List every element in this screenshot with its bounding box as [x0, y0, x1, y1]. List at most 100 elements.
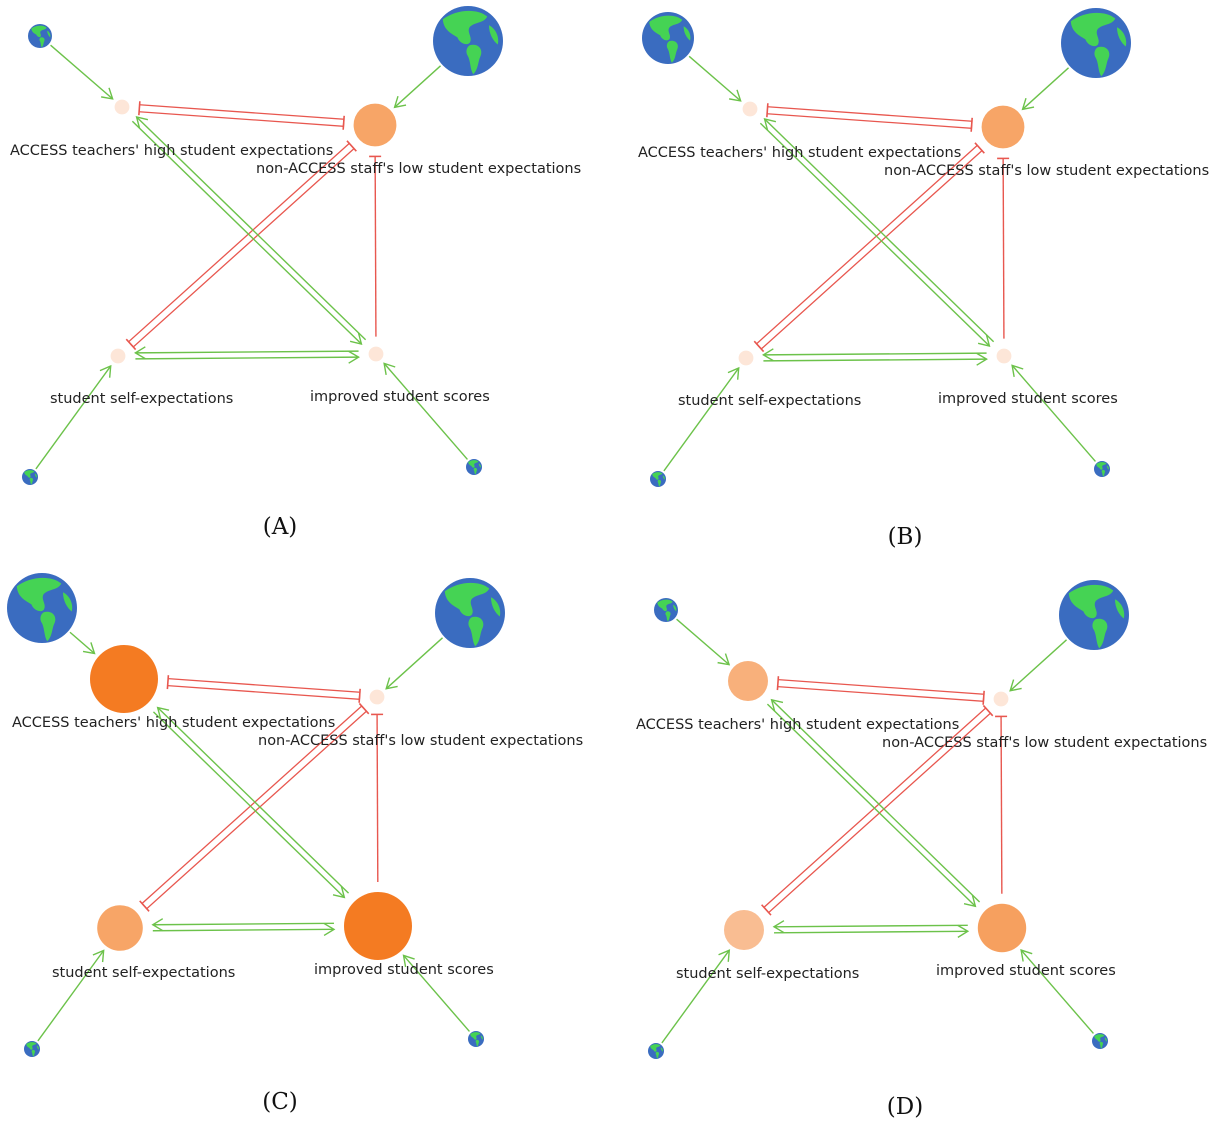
edges-layer: [139, 675, 384, 937]
label-scores: improved student scores: [314, 962, 494, 978]
edge-line: [157, 707, 350, 894]
node-nonaccess: [353, 103, 397, 147]
arrowhead: [156, 706, 170, 719]
arrowhead: [101, 87, 114, 100]
edge-line: [661, 949, 730, 1044]
globe-icon: [1092, 1033, 1108, 1049]
nodes-layer: [738, 101, 1025, 366]
edge-self-scores: [134, 346, 360, 364]
globe-land: [26, 1042, 39, 1057]
label-scores: improved student scores: [310, 389, 490, 405]
edge-line: [135, 350, 359, 354]
inhibit-bar: [166, 675, 170, 690]
inhibit-bar: [970, 117, 973, 132]
edge-scores-nonaccess: [995, 715, 1008, 894]
edge-line: [376, 714, 379, 883]
edge-access-nonaccess: [776, 676, 985, 705]
panel-caption: (D): [887, 1094, 923, 1120]
arrowhead: [1009, 679, 1022, 692]
edge-line: [774, 930, 968, 934]
globe-icon: [468, 1031, 484, 1047]
edges-layer: [753, 103, 1010, 366]
edge-line: [764, 118, 995, 343]
edge-nonaccess-self: [753, 142, 985, 353]
input-arrow-access: [676, 618, 731, 666]
edge-nonaccess-self: [125, 140, 357, 351]
arrowhead: [332, 886, 346, 899]
arrowhead: [1020, 949, 1033, 962]
label-nonaccess: non-ACCESS staff's low student expectati…: [256, 161, 581, 177]
arrowhead: [99, 364, 112, 378]
edges-layer: [125, 101, 382, 364]
globes-layer: [648, 580, 1129, 1059]
label-scores: improved student scores: [938, 391, 1118, 407]
arrowhead: [348, 350, 360, 364]
globe-land: [657, 599, 677, 622]
inhibit-bar: [766, 103, 769, 118]
arrowhead: [393, 95, 407, 109]
inhibit-bar: [753, 340, 765, 353]
arrowhead: [772, 920, 785, 934]
node-self: [97, 905, 143, 951]
arrowhead: [718, 949, 731, 962]
node-nonaccess: [993, 691, 1009, 707]
edge-line: [777, 678, 985, 702]
edge-line: [1009, 639, 1068, 692]
edge-line: [136, 116, 367, 341]
globes-layer: [642, 8, 1131, 487]
edge-line: [135, 356, 359, 360]
edge-access-nonaccess: [766, 103, 973, 132]
globe-icon: [1059, 580, 1129, 650]
globe-icon: [642, 12, 694, 64]
node-self: [724, 910, 764, 950]
arrowhead: [92, 949, 105, 963]
arrowhead: [323, 922, 336, 937]
arrowhead: [402, 954, 415, 968]
edge-line: [374, 156, 377, 337]
input-arrow-access: [50, 44, 114, 100]
globe-icon: [650, 471, 666, 487]
inhibit-bar: [138, 101, 141, 116]
panel-caption: (A): [263, 514, 298, 540]
edge-nonaccess-self: [139, 702, 370, 912]
input-arrow-scores: [1011, 364, 1096, 462]
edge-scores-nonaccess: [997, 157, 1010, 339]
globe-icon: [7, 573, 77, 643]
label-access: ACCESS teachers' high student expectatio…: [636, 717, 959, 733]
inhibit-bar: [974, 142, 985, 154]
arrowhead: [763, 118, 777, 131]
globes-layer: [7, 573, 505, 1057]
edge-line: [688, 55, 742, 102]
globe-icon: [433, 6, 503, 76]
edge-line: [167, 677, 361, 700]
input-arrow-self: [37, 949, 105, 1042]
label-access: ACCESS teachers' high student expectatio…: [10, 143, 333, 159]
inhibit-bar: [346, 140, 357, 152]
panel-b: ACCESS teachers' high student expectatio…: [638, 8, 1209, 550]
label-nonaccess: non-ACCESS staff's low student expectati…: [884, 163, 1209, 179]
edge-self-scores: [151, 918, 336, 937]
edge-line: [37, 950, 105, 1042]
globe-land: [652, 472, 665, 487]
input-arrow-self: [35, 364, 112, 470]
arrowhead: [770, 698, 784, 712]
node-nonaccess: [981, 105, 1025, 149]
globe-land: [470, 1032, 483, 1047]
arrowhead: [1011, 364, 1024, 377]
input-arrow-nonaccess: [393, 65, 442, 109]
edge-access-scores: [759, 118, 995, 347]
panel-d: ACCESS teachers' high student expectatio…: [636, 580, 1207, 1120]
node-self: [110, 348, 126, 364]
edge-access-scores: [766, 698, 981, 908]
edge-line: [676, 618, 730, 666]
arrowhead: [977, 334, 991, 347]
globe-icon: [24, 1041, 40, 1057]
arrowhead: [151, 918, 164, 932]
edge-line: [759, 122, 990, 347]
node-self: [738, 350, 754, 366]
label-nonaccess: non-ACCESS staff's low student expectati…: [258, 733, 583, 749]
arrowhead: [1021, 97, 1035, 111]
label-self: student self-expectations: [52, 965, 235, 981]
globe-land: [1096, 462, 1109, 477]
